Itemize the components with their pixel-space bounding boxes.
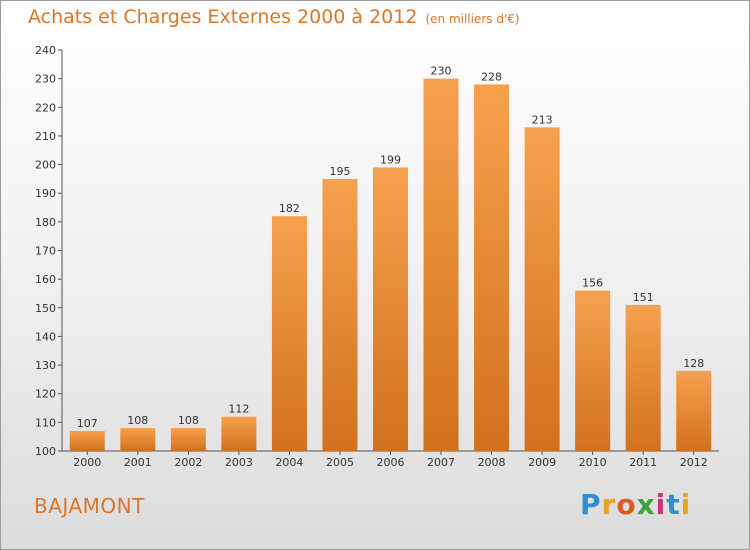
bar-2012 <box>676 370 712 451</box>
chart-title: Achats et Charges Externes 2000 à 2012 (e… <box>28 6 520 28</box>
bar-2009 <box>524 127 560 451</box>
bar-2002 <box>170 428 206 451</box>
y-tick-label: 240 <box>35 44 56 57</box>
data-label-2011: 151 <box>633 291 654 304</box>
bar-2005 <box>322 178 358 451</box>
y-tick-label: 110 <box>35 416 56 429</box>
logo-letter: t <box>666 488 681 521</box>
bar-2011 <box>625 304 661 451</box>
bar-2006 <box>373 167 408 451</box>
data-label-2009: 213 <box>532 113 553 126</box>
y-tick-label: 200 <box>35 159 56 172</box>
y-tick-label: 210 <box>35 130 56 143</box>
x-tick-label-2003: 2003 <box>225 456 253 469</box>
data-label-2008: 228 <box>481 70 502 83</box>
data-label-2000: 107 <box>77 417 98 430</box>
x-tick-label-2009: 2009 <box>528 456 556 469</box>
data-label-2001: 108 <box>127 414 148 427</box>
logo-letter: x <box>636 488 656 521</box>
data-label-2012: 128 <box>683 357 704 370</box>
y-tick-label: 130 <box>35 359 56 372</box>
proxiti-logo: Proxiti <box>580 488 691 521</box>
x-tick-label-2004: 2004 <box>275 456 303 469</box>
logo-letter: i <box>655 488 667 521</box>
data-label-2002: 108 <box>178 414 199 427</box>
x-tick-label-2007: 2007 <box>427 456 455 469</box>
y-tick-label: 150 <box>35 302 56 315</box>
logo-letter: i <box>680 488 692 521</box>
logo-letter: r <box>601 488 617 521</box>
y-tick-label: 230 <box>35 73 56 86</box>
x-tick-label-2002: 2002 <box>174 456 202 469</box>
y-tick-label: 140 <box>35 330 56 343</box>
commune-name: BAJAMONT <box>34 494 145 518</box>
data-label-2010: 156 <box>582 277 603 290</box>
y-tick-label: 160 <box>35 273 56 286</box>
x-tick-label-2011: 2011 <box>629 456 657 469</box>
y-tick-label: 220 <box>35 101 56 114</box>
bar-2010 <box>575 290 611 451</box>
y-tick-label: 100 <box>35 445 56 458</box>
x-tick-label-2008: 2008 <box>478 456 506 469</box>
bar-2007 <box>423 78 459 452</box>
x-tick-label-2006: 2006 <box>377 456 405 469</box>
x-tick-label-2012: 2012 <box>680 456 708 469</box>
x-tick-label-2005: 2005 <box>326 456 354 469</box>
y-tick-label: 170 <box>35 245 56 258</box>
x-tick-label-2010: 2010 <box>579 456 607 469</box>
data-label-2005: 195 <box>329 165 350 178</box>
x-tick-label-2000: 2000 <box>73 456 101 469</box>
y-tick-label: 180 <box>35 216 56 229</box>
y-tick-label: 190 <box>35 187 56 200</box>
data-label-2003: 112 <box>228 403 249 416</box>
bar-2003 <box>221 416 257 451</box>
data-label-2004: 182 <box>279 202 300 215</box>
bar-2004 <box>271 216 307 451</box>
data-label-2007: 230 <box>431 65 452 78</box>
bar-2001 <box>120 428 156 451</box>
bar-2008 <box>474 84 510 451</box>
chart-title-text: Achats et Charges Externes 2000 à 2012 <box>28 6 418 28</box>
bar-2000 <box>69 430 105 451</box>
x-tick-label-2001: 2001 <box>124 456 152 469</box>
chart-subtitle: (en milliers d'€) <box>425 12 520 26</box>
y-tick-label: 120 <box>35 388 56 401</box>
data-label-2006: 199 <box>380 153 401 166</box>
logo-letter: o <box>616 488 637 521</box>
logo-letter: P <box>580 488 602 521</box>
